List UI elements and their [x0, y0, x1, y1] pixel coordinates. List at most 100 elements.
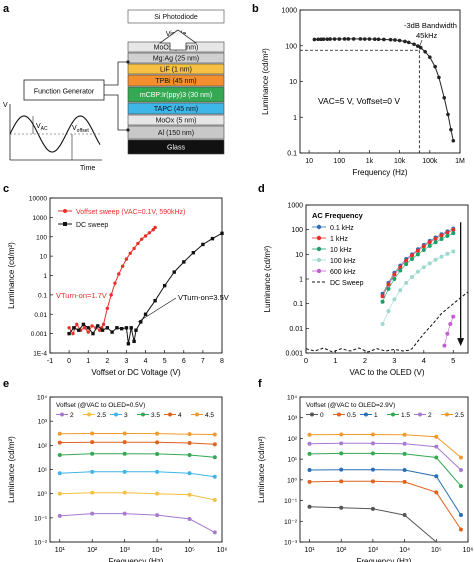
- data-point: [187, 516, 192, 521]
- data-point: [449, 127, 453, 132]
- data-point: [201, 242, 205, 247]
- chart-panel-e: 10¹ 10² 10³ 10⁴ 10⁵ 10⁶ 10⁻² 10⁻¹ 10⁰ 10¹ 10² 10³ 10…: [7, 395, 227, 562]
- data-point: [212, 455, 217, 460]
- data-point: [105, 306, 110, 311]
- data-point: [386, 282, 391, 287]
- vac-label: VAC: [36, 123, 48, 132]
- data-point: [307, 441, 312, 446]
- x-axis-label: Voffset or DC Voltage (V): [91, 368, 181, 377]
- data-point: [109, 293, 113, 297]
- data-point: [358, 37, 363, 41]
- y-tick-label: 1000: [281, 8, 297, 15]
- data-point: [427, 243, 432, 248]
- y-tick-label: 10¹: [38, 467, 48, 474]
- stack-layer: [127, 63, 225, 75]
- legend-label: 1.5: [401, 412, 410, 419]
- data-point: [122, 451, 127, 456]
- data-point: [337, 37, 342, 41]
- y-tick-label: 10²: [288, 436, 298, 443]
- legend-label: 100 kHz: [330, 258, 356, 265]
- data-point: [316, 37, 320, 42]
- data-point: [122, 440, 127, 445]
- series-line: [59, 492, 215, 501]
- data-point: [120, 264, 125, 268]
- panel-a-schematic: Si PhotodiodeVisibleMoOx (50 nm)Mg:Ag (2…: [3, 9, 225, 172]
- data-point: [421, 265, 426, 270]
- data-point: [332, 37, 337, 41]
- data-point: [415, 269, 420, 274]
- data-point: [307, 451, 312, 456]
- data-point: [307, 467, 312, 472]
- data-point: [128, 251, 132, 255]
- wire-top: [104, 61, 128, 86]
- data-point: [113, 281, 117, 285]
- y-tick-label: 100: [291, 227, 303, 234]
- y-tick-label: 100: [36, 234, 47, 241]
- legend-label: 4: [178, 412, 182, 419]
- y-axis-label: Luminance (cd/m²): [261, 48, 270, 115]
- data-point: [367, 37, 372, 41]
- layer-label: LiF (1 nm): [160, 67, 192, 74]
- data-point: [86, 330, 90, 334]
- x-tick-label: 3: [392, 356, 396, 365]
- data-point: [86, 326, 90, 330]
- y-tick-label: 10⁰: [37, 491, 47, 498]
- data-point: [421, 247, 426, 252]
- data-point: [392, 297, 397, 302]
- panel-label-e: e: [3, 378, 9, 390]
- legend-label: 0.5: [347, 412, 356, 419]
- data-point: [437, 75, 441, 80]
- stack-layer: [127, 102, 225, 115]
- data-point: [398, 268, 403, 273]
- data-point: [325, 37, 330, 41]
- data-point: [392, 277, 397, 281]
- x-tick-label: 1M: [455, 158, 465, 165]
- data-point: [445, 233, 450, 238]
- data-point: [370, 432, 375, 437]
- data-point: [398, 288, 403, 293]
- wire-bottom: [104, 94, 128, 131]
- x-tick-label: 5: [451, 356, 455, 365]
- series-line: [382, 232, 454, 302]
- legend-marker: [114, 412, 118, 417]
- y-tick-label: 10⁻³: [284, 540, 298, 547]
- legend-label: 600 kHz: [330, 269, 356, 276]
- data-point: [212, 497, 217, 502]
- y-tick-label: 0.001: [31, 331, 48, 338]
- series-line: [314, 38, 454, 141]
- legend-label: 0: [320, 412, 324, 419]
- data-point: [370, 441, 375, 446]
- y-tick-label: 10⁻¹: [34, 515, 48, 522]
- data-point: [129, 326, 133, 330]
- data-point: [110, 330, 114, 334]
- legend-marker: [445, 412, 449, 417]
- data-point: [67, 326, 71, 330]
- layer-label: Si Photodiode: [154, 14, 198, 21]
- stack-layer: [127, 9, 225, 24]
- data-point: [388, 37, 393, 42]
- data-point: [90, 440, 95, 445]
- data-point: [410, 256, 415, 261]
- data-point: [57, 513, 62, 518]
- layer-label: Al (150 nm): [158, 130, 194, 137]
- legend-marker: [316, 268, 322, 274]
- y-tick-label: 10000: [29, 196, 47, 203]
- data-point: [415, 248, 420, 253]
- data-point: [398, 265, 403, 270]
- y-tick-label: 10⁻¹: [284, 498, 298, 505]
- y-axis-label: Luminance (cd/m²): [257, 436, 266, 503]
- layer-label: Mg:Ag (25 nm): [153, 56, 199, 63]
- data-point: [57, 452, 62, 457]
- x-tick-label: 1: [333, 356, 337, 365]
- bandwidth-value: 45kHz: [416, 31, 438, 40]
- data-point: [386, 286, 391, 291]
- data-point: [151, 228, 155, 232]
- data-point: [307, 504, 312, 509]
- data-point: [416, 44, 420, 48]
- x-tick-label: 7: [201, 358, 205, 365]
- legend-marker: [141, 412, 145, 417]
- data-point: [448, 321, 453, 326]
- data-point: [182, 260, 186, 264]
- data-point: [155, 491, 160, 496]
- data-point: [155, 451, 160, 456]
